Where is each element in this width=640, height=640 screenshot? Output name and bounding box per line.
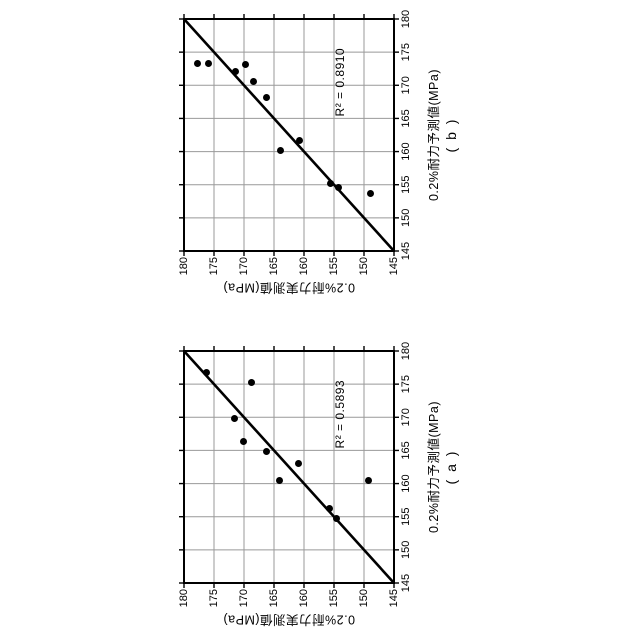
trendline [183, 18, 395, 252]
data-point [232, 67, 240, 75]
x-tick-label: 165 [400, 441, 412, 460]
data-point [241, 61, 249, 69]
x-tick-label: 170 [400, 76, 412, 95]
y-tick-label: 145 [387, 589, 400, 608]
chart-caption: ( a ) [443, 449, 459, 485]
data-point [263, 93, 271, 101]
x-tick-label: 160 [400, 474, 412, 493]
x-tick-label: 145 [400, 573, 412, 593]
chart-b: R² = 0.8910 0.2%耐力実測値(MPa) 0.2%耐力予測値(MPa… [178, 10, 460, 295]
y-tick-label: 150 [357, 257, 370, 276]
data-point [263, 447, 271, 455]
plot-area-b [179, 14, 399, 256]
x-tick-label: 180 [400, 9, 412, 29]
data-point [230, 415, 238, 423]
plot-border [183, 18, 395, 252]
y-tick-label: 175 [207, 589, 220, 608]
y-tick-label: 170 [237, 257, 250, 276]
y-tick-label: 145 [387, 257, 400, 276]
x-tick-label: 180 [400, 341, 412, 361]
data-point [248, 378, 256, 386]
plot-area-a [179, 346, 399, 588]
y-tick-label: 180 [177, 589, 190, 608]
x-tick-label: 155 [400, 507, 412, 526]
y-tick-label: 165 [267, 257, 280, 276]
data-point [295, 136, 303, 144]
data-point [275, 476, 283, 484]
x-axis-title: 0.2%耐力予測値(MPa) [427, 400, 441, 534]
y-tick-label: 150 [357, 589, 370, 608]
data-point [250, 77, 258, 85]
y-tick-label: 155 [327, 589, 340, 608]
chart-caption: ( b ) [443, 117, 459, 153]
data-point [334, 183, 342, 191]
plot-border [183, 350, 395, 584]
data-point [202, 368, 210, 376]
x-tick-label: 150 [400, 208, 412, 228]
chart-a: R² = 0.5893 0.2%耐力実測値(MPa) 0.2%耐力予測値(MPa… [178, 342, 460, 627]
x-tick-label: 160 [400, 142, 412, 161]
data-point [326, 179, 334, 187]
y-tick-label: 170 [237, 589, 250, 608]
r-squared-label: R² = 0.8910 [333, 47, 348, 117]
y-tick-label: 160 [297, 589, 310, 608]
x-axis-title: 0.2%耐力予測値(MPa) [427, 68, 441, 202]
y-tick-label: 160 [297, 257, 310, 276]
x-tick-label: 170 [400, 408, 412, 427]
y-tick-label: 175 [207, 257, 220, 276]
x-tick-label: 175 [400, 374, 412, 394]
trendline [183, 350, 395, 584]
x-tick-label: 150 [400, 540, 412, 560]
x-tick-label: 175 [400, 42, 412, 62]
x-tick-label: 165 [400, 109, 412, 128]
data-point [205, 59, 213, 67]
data-point [193, 59, 201, 67]
x-tick-label: 145 [400, 241, 412, 261]
data-point [294, 459, 302, 467]
y-tick-label: 180 [177, 257, 190, 276]
r-squared-label: R² = 0.5893 [333, 379, 348, 449]
x-tick-label: 155 [400, 175, 412, 194]
y-tick-label: 155 [327, 257, 340, 276]
y-tick-label: 165 [267, 589, 280, 608]
